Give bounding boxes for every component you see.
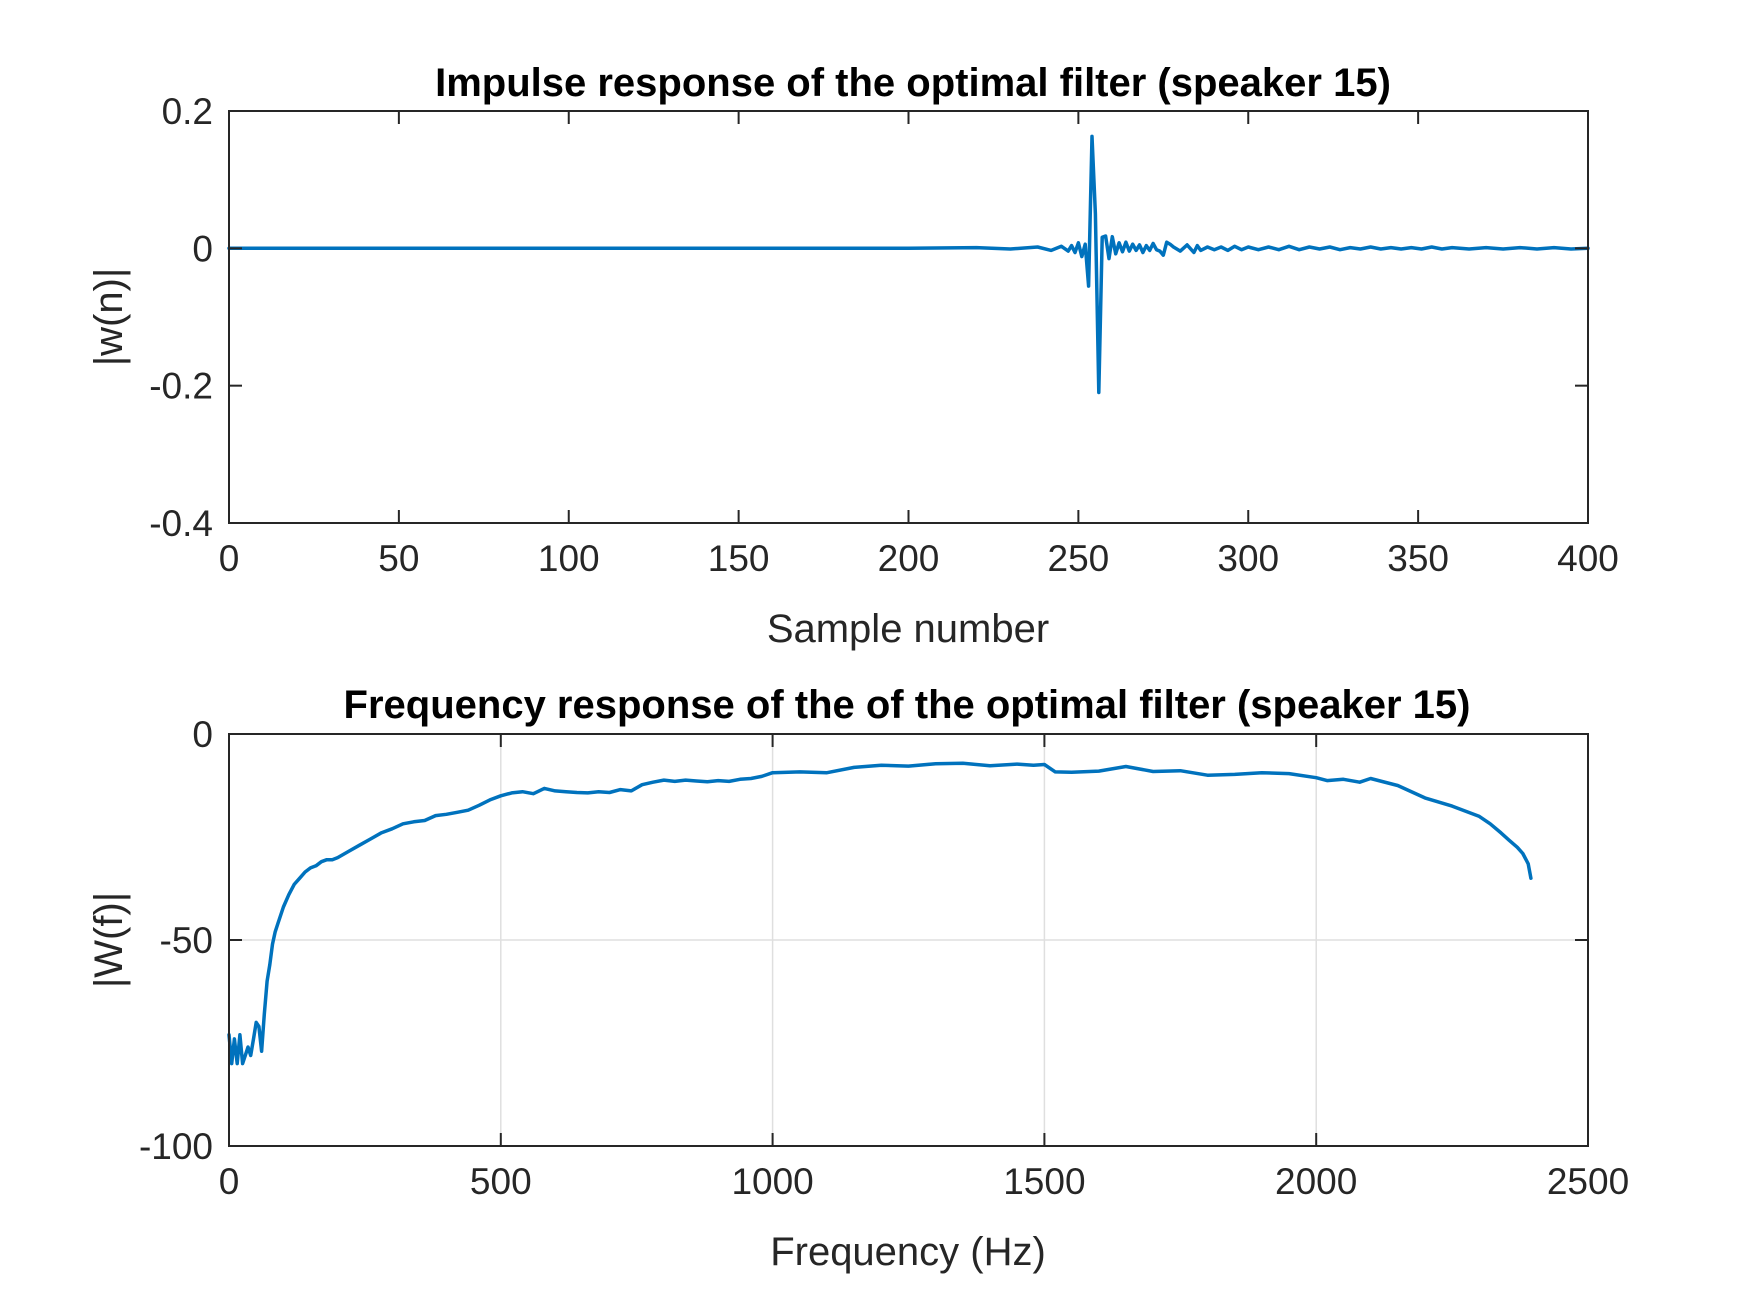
impulse-x-tick-label-8: 400 (1557, 538, 1619, 579)
impulse-series-layer (227, 134, 1590, 395)
frequency-x-tick-label-1: 500 (470, 1161, 532, 1202)
impulse-x-tick-label-0: 0 (219, 538, 240, 579)
frequency-x-tick-label-0: 0 (219, 1161, 240, 1202)
impulse-y-tick-label-3: 0.2 (162, 91, 213, 132)
frequency-response-chart: Frequency response of the of the optimal… (87, 683, 1629, 1274)
frequency-ticks: 0 500 1000 1500 2000 2500 -100 -50 0 (139, 714, 1629, 1202)
impulse-x-tick-label-1: 50 (378, 538, 419, 579)
frequency-x-axis-label: Frequency (Hz) (770, 1230, 1046, 1274)
frequency-y-tick-label-2: 0 (192, 714, 213, 755)
frequency-series-layer (227, 761, 1533, 1066)
impulse-x-tick-label-3: 150 (708, 538, 770, 579)
impulse-x-axis-label: Sample number (767, 607, 1049, 651)
impulse-y-axis-label: |w(n)| (87, 268, 131, 367)
frequency-y-tick-label-0: -100 (139, 1126, 213, 1167)
frequency-grid (229, 734, 1588, 1146)
frequency-x-tick-label-3: 1500 (1003, 1161, 1085, 1202)
frequency-y-tick-label-1: -50 (160, 920, 213, 961)
impulse-x-tick-label-4: 200 (878, 538, 940, 579)
impulse-series-line-0 (227, 134, 1590, 395)
impulse-x-tick-label-7: 350 (1387, 538, 1449, 579)
impulse-x-tick-label-5: 250 (1048, 538, 1110, 579)
frequency-chart-title: Frequency response of the of the optimal… (344, 683, 1471, 727)
impulse-y-tick-label-0: -0.4 (149, 503, 213, 544)
impulse-response-chart: Impulse response of the optimal filter (… (87, 61, 1619, 651)
impulse-ticks: 0 50 100 150 200 250 300 350 400 -0.4 -0.2 0 0.2 (149, 91, 1619, 579)
frequency-x-tick-label-4: 2000 (1275, 1161, 1357, 1202)
impulse-y-tick-label-2: 0 (192, 228, 213, 269)
frequency-x-tick-label-5: 2500 (1547, 1161, 1629, 1202)
impulse-chart-title: Impulse response of the optimal filter (… (435, 61, 1391, 105)
frequency-y-axis-label: |W(f)| (87, 892, 131, 988)
frequency-x-tick-label-2: 1000 (731, 1161, 813, 1202)
frequency-series-line-0 (227, 761, 1533, 1066)
impulse-x-tick-label-6: 300 (1217, 538, 1279, 579)
impulse-x-tick-label-2: 100 (538, 538, 600, 579)
impulse-y-tick-label-1: -0.2 (149, 366, 213, 407)
